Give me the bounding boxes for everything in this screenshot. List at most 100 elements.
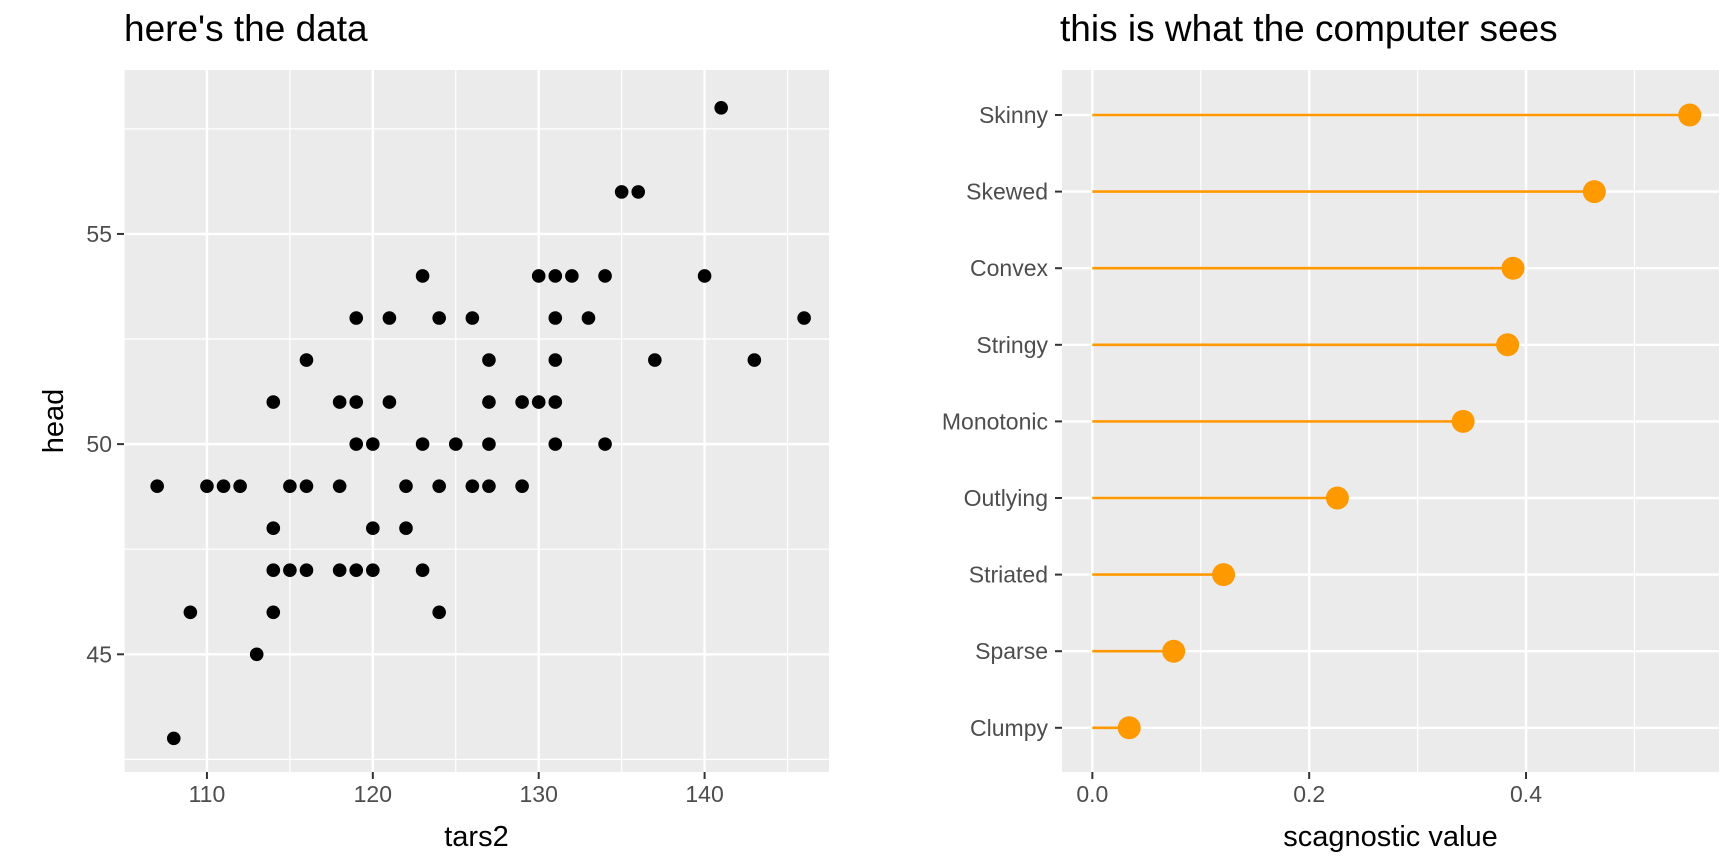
scatter-tick-label-x: 110 <box>189 781 226 807</box>
scatter-tick-label-x: 140 <box>685 781 723 807</box>
scatter-point <box>581 311 596 325</box>
scatter-point <box>266 605 281 620</box>
scatter-point <box>565 269 579 283</box>
scatter-point <box>648 353 662 367</box>
lollipop-x-axis-title: scagnostic value <box>1283 821 1497 853</box>
scatter-point <box>598 437 612 451</box>
scatter-point <box>747 353 762 367</box>
scatter-point <box>349 395 364 409</box>
lollipop-dot <box>1496 333 1520 357</box>
lollipop-category-label: Clumpy <box>970 715 1048 741</box>
scatter-point <box>415 437 430 451</box>
scatter-point <box>697 269 712 283</box>
scatter-point <box>200 479 214 493</box>
scatter-point <box>548 353 563 367</box>
scatter-y-axis-title: head <box>38 389 70 454</box>
scatter-tick-label-y: 45 <box>86 641 112 667</box>
scatter-point <box>598 269 612 283</box>
lollipop-dot <box>1451 409 1475 433</box>
scatter-point <box>332 395 347 409</box>
scatter-point <box>349 437 364 451</box>
scatter-point <box>366 521 380 535</box>
scatter-point <box>349 563 364 578</box>
scatter-point <box>299 353 314 367</box>
scatter-point <box>283 479 297 493</box>
scatter-point <box>283 563 297 578</box>
scatter-point <box>249 647 264 662</box>
lollipop-category-label: Striated <box>969 562 1048 588</box>
scatter-point <box>382 311 397 325</box>
lollipop-category-label: Skewed <box>966 179 1048 205</box>
lollipop-dot <box>1117 716 1141 740</box>
scatter-point <box>465 479 480 493</box>
scatter-point <box>631 185 646 199</box>
lollipop-category-label: Outlying <box>964 485 1048 511</box>
lollipop-title: this is what the computer sees <box>1060 8 1558 49</box>
lollipop-category-label: Sparse <box>975 638 1048 664</box>
scatter-point <box>432 311 446 325</box>
lollipop-dot <box>1212 563 1236 587</box>
scatter-point <box>797 311 811 325</box>
lollipop-tick-label-x: 0.4 <box>1510 781 1542 807</box>
scatter-point <box>266 521 281 535</box>
lollipop-dot <box>1501 256 1525 280</box>
lollipop-dot <box>1162 639 1186 663</box>
lollipop-dot <box>1582 180 1606 204</box>
scatter-point <box>482 479 496 493</box>
scatter-point <box>266 395 281 409</box>
scatter-point <box>399 479 413 493</box>
scatter-point <box>432 605 446 620</box>
scatter-point <box>166 731 181 746</box>
scatter-point <box>482 353 496 367</box>
lollipop-category-label: Monotonic <box>942 408 1048 434</box>
lollipop-dot <box>1678 103 1702 127</box>
lollipop-category-label: Skinny <box>979 102 1049 128</box>
lollipop-panel: 0.0 0.2 0.4 Skinny Skewed Convex Stringy Monoto… <box>942 70 1719 853</box>
scatter-point <box>399 521 413 535</box>
scatter-point <box>548 437 563 451</box>
scatter-point <box>482 437 496 451</box>
scatter-point <box>548 269 563 283</box>
scatter-point <box>332 563 347 578</box>
scatter-point <box>448 437 463 451</box>
scatter-point <box>266 563 281 578</box>
scatter-point <box>714 101 728 115</box>
scatter-point <box>548 311 563 325</box>
scatter-point <box>216 479 231 493</box>
scatter-point <box>382 395 397 409</box>
scatter-point <box>183 605 198 620</box>
scatter-point <box>531 269 546 283</box>
scatter-point <box>233 479 247 493</box>
scatter-point <box>299 479 314 493</box>
lollipop-tick-label-x: 0.2 <box>1293 781 1325 807</box>
scatter-panel: 110 120 130 140 45 50 55 tars2 head <box>38 70 829 853</box>
scatter-tick-label-x: 130 <box>520 781 558 807</box>
scatter-point <box>299 563 314 578</box>
scatter-panel-background <box>124 70 829 772</box>
scatter-tick-label-y: 50 <box>86 431 112 457</box>
scatter-point <box>614 185 629 199</box>
scatter-point <box>366 437 380 451</box>
scatter-point <box>332 479 347 493</box>
lollipop-dot <box>1325 486 1349 510</box>
scatter-point <box>465 311 480 325</box>
scatter-point <box>150 479 164 493</box>
scatter-tick-label-y: 55 <box>86 221 112 247</box>
scatter-point <box>415 563 430 578</box>
scatter-point <box>482 395 496 409</box>
scatter-point <box>515 479 529 493</box>
scatter-point <box>432 479 446 493</box>
lollipop-category-label: Stringy <box>976 332 1048 358</box>
scatter-point <box>548 395 563 409</box>
scatter-point <box>415 269 430 283</box>
scatter-point <box>515 395 529 409</box>
scatter-point <box>531 395 546 409</box>
scatter-x-axis-title: tars2 <box>444 821 508 853</box>
scatter-point <box>349 311 364 325</box>
scatter-title: here's the data <box>124 8 368 49</box>
lollipop-tick-label-x: 0.0 <box>1076 781 1108 807</box>
lollipop-category-label: Convex <box>970 255 1048 281</box>
scatter-tick-label-x: 120 <box>354 781 392 807</box>
scatter-point <box>366 563 380 578</box>
